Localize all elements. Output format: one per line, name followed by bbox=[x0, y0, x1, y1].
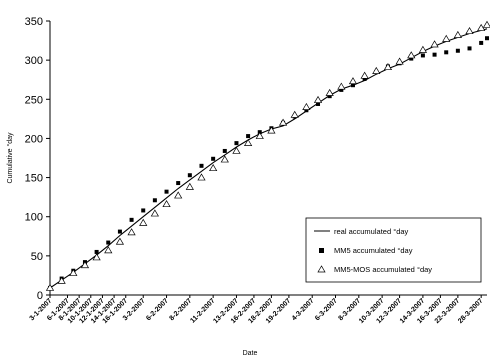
mm5-point bbox=[211, 156, 216, 161]
mm5-point bbox=[141, 208, 146, 213]
x-axis-title: Date bbox=[243, 350, 258, 357]
mm5-point bbox=[222, 148, 227, 153]
mm5mos-point bbox=[465, 26, 474, 35]
mm5mos-point bbox=[302, 102, 311, 110]
y-ticks: 0 50 100 150 200 250 300 350 bbox=[25, 16, 50, 302]
mm5mos-point bbox=[174, 191, 183, 199]
y-tick-label: 0 bbox=[37, 290, 43, 302]
mm5-point bbox=[350, 83, 355, 88]
x-tick-label: 6-2-2007 bbox=[145, 297, 170, 322]
y-tick-label: 300 bbox=[25, 55, 43, 67]
legend-mm5mos-label: MM5-MOS accumulated °day bbox=[334, 265, 432, 274]
axes bbox=[49, 21, 487, 296]
mm5mos-point bbox=[209, 163, 218, 172]
mm5-point bbox=[234, 141, 239, 146]
mm5mos-point bbox=[278, 118, 288, 126]
mm5-point bbox=[362, 76, 367, 81]
mm5mos-point bbox=[360, 71, 369, 79]
x-tick-label: 6-3-2007 bbox=[314, 297, 339, 322]
legend-box bbox=[305, 217, 482, 283]
mm5-point bbox=[246, 134, 251, 139]
mm5mos-point bbox=[442, 34, 451, 42]
legend-triangle-symbol bbox=[317, 265, 326, 273]
mm5-point bbox=[117, 229, 122, 234]
x-tick-label: 28-3-2007 bbox=[457, 297, 485, 325]
mm5-point bbox=[432, 52, 437, 57]
mm5-point bbox=[479, 40, 484, 45]
mm5mos-point bbox=[337, 82, 346, 90]
y-tick-label: 50 bbox=[31, 251, 43, 263]
y-tick-label: 100 bbox=[25, 212, 43, 224]
mm5-point bbox=[444, 50, 449, 55]
mm5-point bbox=[164, 189, 169, 194]
mm5-point bbox=[304, 108, 309, 113]
x-ticks: 3-1-20076-1-20078-1-200710-1-200712-1-20… bbox=[29, 295, 485, 325]
mm5mos-point bbox=[348, 77, 358, 85]
mm5mos-point bbox=[372, 66, 381, 74]
mm5mos-point bbox=[220, 155, 229, 163]
mm5mos-point bbox=[383, 62, 393, 71]
mm5mos-point bbox=[162, 199, 171, 208]
mm5mos-point bbox=[243, 138, 253, 146]
mm5mos-point bbox=[139, 218, 148, 226]
mm5-point bbox=[94, 249, 99, 254]
mm5mos-point bbox=[232, 146, 241, 154]
mm5-point bbox=[129, 217, 134, 222]
y-tick-label: 250 bbox=[25, 94, 43, 106]
mm5mos-point bbox=[407, 51, 416, 59]
mm5mos-point bbox=[267, 126, 276, 134]
legend-square-symbol bbox=[319, 248, 324, 253]
x-tick-label: 4-3-2007 bbox=[291, 297, 316, 322]
mm5mos-point bbox=[477, 23, 486, 31]
mm5mos-point bbox=[453, 30, 462, 38]
legend-real-label: real accumulated °day bbox=[334, 227, 409, 236]
mm5mos-point bbox=[45, 283, 55, 291]
plot-area bbox=[45, 20, 490, 291]
mm5mos-point bbox=[57, 276, 66, 284]
mm5-point bbox=[199, 163, 204, 168]
mm5-point bbox=[187, 173, 192, 178]
mm5mos-point bbox=[430, 40, 439, 48]
mm5mos-point bbox=[395, 57, 404, 65]
mm5mos-point bbox=[150, 209, 159, 217]
mm5mos-point bbox=[115, 237, 125, 245]
mm5-point bbox=[176, 181, 181, 186]
y-tick-label: 200 bbox=[25, 133, 43, 145]
mm5-point bbox=[467, 46, 472, 51]
legend-mm5-label: MM5 accumulated °day bbox=[334, 246, 413, 255]
mm5mos-point bbox=[418, 45, 428, 53]
mm5-point bbox=[152, 198, 157, 203]
mm5mos-point bbox=[290, 110, 299, 118]
mm5-point bbox=[339, 87, 344, 92]
mm5-point bbox=[106, 240, 111, 245]
mm5mos-point bbox=[127, 228, 136, 236]
legend: real accumulated °day MM5 accumulated °d… bbox=[305, 217, 482, 283]
mm5mos-point bbox=[325, 88, 334, 96]
y-tick-label: 350 bbox=[25, 16, 43, 28]
mm5-point bbox=[316, 101, 321, 106]
mm5mos-point bbox=[313, 95, 323, 103]
mm5-point bbox=[455, 48, 460, 53]
mm5mos-point bbox=[69, 268, 78, 276]
mm5-point bbox=[420, 53, 425, 58]
mm5mos-point bbox=[92, 253, 101, 261]
y-axis-title: Cumulative °day bbox=[6, 132, 14, 184]
mm5mos-point bbox=[185, 182, 194, 190]
mm5mos-point bbox=[104, 246, 113, 254]
mm5-point bbox=[409, 56, 414, 61]
mm5mos-point bbox=[255, 131, 264, 139]
mm5mos-point bbox=[197, 173, 206, 181]
mm5mos-point bbox=[482, 20, 490, 28]
mm5-point bbox=[327, 94, 332, 99]
mm5-point bbox=[485, 36, 489, 41]
y-tick-label: 150 bbox=[25, 173, 43, 185]
mm5mos-point bbox=[80, 261, 90, 269]
